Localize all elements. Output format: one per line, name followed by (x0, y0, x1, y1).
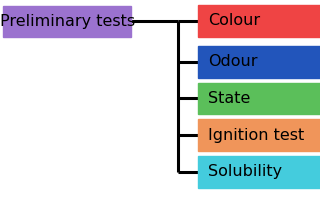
Text: Colour: Colour (208, 13, 260, 28)
Text: Solubility: Solubility (208, 164, 282, 179)
Text: Ignition test: Ignition test (208, 128, 304, 143)
FancyBboxPatch shape (198, 119, 320, 151)
Text: Odour: Odour (208, 54, 258, 69)
FancyBboxPatch shape (198, 46, 320, 78)
FancyBboxPatch shape (198, 83, 320, 114)
Text: State: State (208, 91, 250, 106)
FancyBboxPatch shape (3, 6, 131, 37)
FancyBboxPatch shape (198, 156, 320, 188)
Text: Preliminary tests: Preliminary tests (0, 14, 135, 29)
FancyBboxPatch shape (198, 5, 320, 37)
